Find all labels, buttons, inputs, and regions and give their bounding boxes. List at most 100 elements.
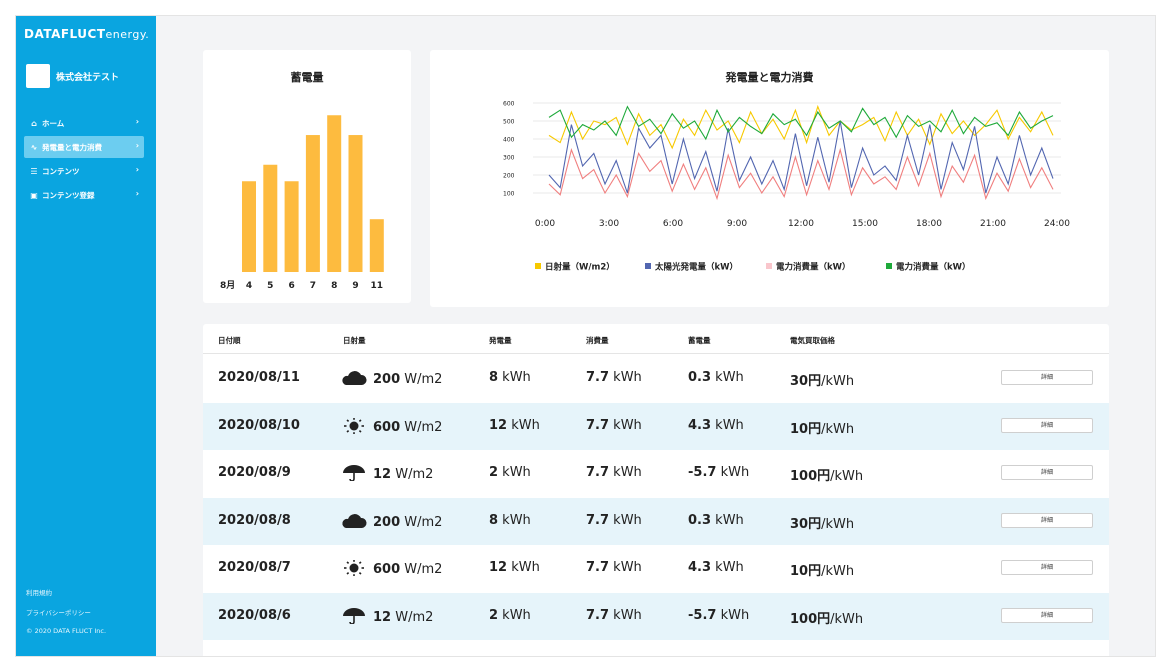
- detail-button[interactable]: 詳細: [1001, 370, 1093, 385]
- detail-button[interactable]: 詳細: [1001, 512, 1093, 528]
- row-date: 2020/08/8: [218, 512, 291, 528]
- row-price: 10円/kWh: [790, 560, 854, 579]
- x-tick-label: 3:00: [599, 219, 619, 229]
- row-irradiance: 200 W/m2: [341, 370, 442, 387]
- chevron-right-icon: ›: [135, 165, 139, 174]
- unit: kWh: [507, 417, 540, 433]
- company-switcher[interactable]: 株式会社テスト: [26, 64, 119, 88]
- irradiance-value: 200: [373, 372, 401, 387]
- detail-button[interactable]: 詳細: [1001, 417, 1093, 433]
- consumption-value: 7.7: [586, 607, 610, 623]
- detail-button[interactable]: 詳細: [1001, 465, 1093, 480]
- row-consumption: 7.7 kWh: [586, 465, 642, 480]
- unit: kWh: [711, 370, 744, 385]
- price-unit: /kWh: [830, 611, 864, 627]
- sidebar: DATAFLUCTenergy. 株式会社テスト ⌂ ホーム › ∿ 発電量と電力消費…: [16, 16, 156, 656]
- detail-button[interactable]: 詳細: [1001, 607, 1093, 623]
- row-irradiance: 200 W/m2: [341, 513, 442, 530]
- copyright: © 2020 DATA FLUCT Inc.: [26, 627, 107, 635]
- legend-label: 太陽光発電量（kW）: [654, 262, 738, 273]
- unit: kWh: [609, 370, 642, 385]
- sidebar-item-label: コンテンツ登録: [42, 190, 95, 200]
- price-value: 100円: [790, 611, 831, 627]
- generation-value: 2: [489, 465, 499, 480]
- storage-value: 0.3: [688, 370, 712, 385]
- sun-icon: [341, 417, 367, 434]
- col-header-price: 電気買取価格: [790, 336, 835, 345]
- company-name: 株式会社テスト: [56, 72, 120, 83]
- col-header-date[interactable]: 日付順: [218, 336, 241, 345]
- row-generation: 12 kWh: [489, 560, 540, 575]
- generation-title: 発電量と電力消費: [725, 71, 814, 84]
- generation-value: 12: [489, 417, 508, 433]
- y-tick-label: 100: [503, 191, 515, 198]
- consumption-value: 7.7: [586, 465, 610, 480]
- y-tick-label: 200: [503, 173, 515, 180]
- row-consumption: 7.7 kWh: [586, 370, 642, 385]
- irradiance-value: 600: [373, 562, 401, 577]
- terms-link[interactable]: 利用規約: [26, 589, 52, 597]
- chevron-right-icon: ›: [135, 117, 139, 126]
- y-tick-label: 400: [503, 137, 515, 144]
- bar: [284, 181, 299, 272]
- row-storage: -5.7 kWh: [688, 465, 749, 480]
- row-generation: 8 kWh: [489, 370, 531, 385]
- legend-swatch: [886, 263, 892, 269]
- x-tick-label: 18:00: [916, 219, 942, 229]
- unit: kWh: [609, 607, 642, 623]
- x-axis-month-label: 8月: [220, 280, 235, 291]
- daily-table: 日付順 日射量 発電量 消費量 蓄電量 電気買取価格 2020/08/11 200…: [203, 324, 1109, 656]
- chevron-right-icon: ›: [135, 141, 139, 150]
- irradiance-value: 600: [373, 419, 401, 435]
- irradiance-value: 12: [373, 467, 392, 482]
- legend-label: 日射量（W/m2）: [545, 262, 615, 273]
- x-tick-label: 9:00: [727, 219, 747, 229]
- row-price: 30円/kWh: [790, 513, 854, 532]
- sidebar-item-label: 発電量と電力消費: [42, 142, 102, 152]
- bar: [348, 135, 363, 272]
- table-row: 2020/08/6 12 W/m2 2 kWh 7.7 kWh -5.7 kWh 100円…: [203, 592, 1109, 640]
- irradiance-unit: W/m2: [391, 609, 434, 625]
- chart-line-icon: ∿: [30, 142, 38, 152]
- detail-button[interactable]: 詳細: [1001, 560, 1093, 575]
- generation-line-chart: 100 200 300 400 500 600 0:00 3:00 6:00 9:00 12:00 1…: [503, 101, 1070, 273]
- sidebar-item-content-register[interactable]: ▣ コンテンツ登録 ›: [24, 184, 144, 206]
- row-price: 100円/kWh: [790, 608, 863, 627]
- privacy-link[interactable]: プライバシーポリシー: [26, 609, 91, 617]
- irradiance-unit: W/m2: [391, 467, 434, 482]
- x-tick-label: 21:00: [980, 219, 1006, 229]
- sidebar-item-contents[interactable]: ☰ コンテンツ ›: [24, 160, 144, 182]
- x-tick-label: 6: [288, 281, 294, 291]
- x-tick-label: 24:00: [1044, 219, 1070, 229]
- x-tick-label: 11: [371, 281, 384, 291]
- logo-suffix: energy.: [105, 28, 150, 41]
- unit: kWh: [609, 465, 642, 480]
- unit: kWh: [711, 417, 744, 433]
- logo[interactable]: DATAFLUCTenergy.: [24, 27, 149, 41]
- unit: kWh: [716, 607, 750, 623]
- row-irradiance: 600 W/m2: [341, 560, 442, 577]
- generation-card: 発電量と電力消費 100 200 300 400 500 600 0:00 3:00 6:00 9…: [430, 50, 1109, 307]
- sidebar-nav: ⌂ ホーム › ∿ 発電量と電力消費 › ☰ コンテンツ › ▣ コンテンツ登録 ›: [24, 112, 144, 208]
- generation-value: 8: [489, 512, 499, 528]
- row-consumption: 7.7 kWh: [586, 560, 642, 575]
- sidebar-item-home[interactable]: ⌂ ホーム ›: [24, 112, 144, 134]
- sidebar-item-label: ホーム: [42, 118, 65, 128]
- price-value: 10円: [790, 421, 822, 437]
- sidebar-footer: 利用規約 プライバシーポリシー © 2020 DATA FLUCT Inc.: [26, 587, 106, 645]
- company-avatar: [26, 64, 50, 88]
- app-frame: DATAFLUCTenergy. 株式会社テスト ⌂ ホーム › ∿ 発電量と電力消費…: [15, 15, 1156, 657]
- legend-label: 電力消費量（kW）: [776, 262, 851, 273]
- storage-value: 4.3: [688, 560, 712, 575]
- unit: kWh: [711, 560, 744, 575]
- unit: kWh: [609, 512, 642, 528]
- sidebar-item-generation[interactable]: ∿ 発電量と電力消費 ›: [24, 136, 144, 158]
- unit: kWh: [716, 465, 750, 480]
- row-price: 10円/kWh: [790, 418, 854, 437]
- sun-icon: [341, 560, 367, 576]
- x-tick-label: 4: [246, 281, 252, 291]
- price-value: 30円: [790, 374, 822, 389]
- table-row: 2020/08/11 200 W/m2 8 kWh 7.7 kWh 0.3 kWh 30円…: [203, 355, 1109, 402]
- price-unit: /kWh: [821, 516, 855, 532]
- generation-value: 2: [489, 607, 499, 623]
